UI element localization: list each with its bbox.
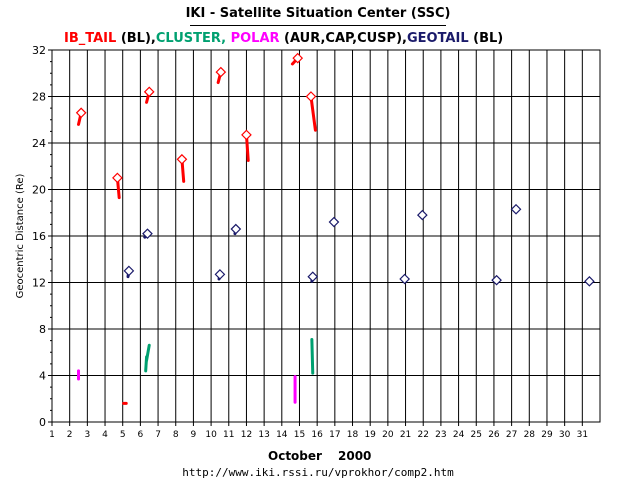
ib-tail-marker [112,172,123,184]
x-tick-label: 10 [205,430,217,440]
x-tick-label: 6 [138,430,144,440]
x-tick-label: 20 [382,430,394,440]
source-url[interactable]: http://www.iki.rssi.ru/vprokhor/comp2.ht… [182,466,454,479]
x-tick-label: 24 [453,430,465,440]
ib-tail-track [309,95,317,132]
x-tick-label: 4 [102,430,108,440]
x-tick-label: 25 [471,430,482,440]
cluster-track [144,355,149,373]
x-axis-month-label: October [268,449,322,463]
legend-item-0: IB_TAIL [64,31,117,46]
x-tick-label: 2 [67,430,73,440]
legend-item-5: GEOTAIL [406,31,469,46]
x-tick-label: 19 [364,430,376,440]
ib-tail-marker [305,91,317,102]
geotail-marker [584,275,595,287]
x-tick-label: 12 [241,430,252,440]
geotail-marker [491,274,502,286]
y-tick-label: 0 [39,416,46,429]
y-tick-label: 8 [39,323,46,336]
geotail-marker [230,223,242,235]
x-tick-label: 7 [155,430,161,440]
chart-title: IKI - Satellite Situation Center (SSC) [185,6,451,21]
y-tick-label: 32 [32,44,46,57]
ib-tail-marker [241,129,252,141]
y-axis-label: Geocentric Distance (Re) [15,173,26,298]
x-tick-label: 3 [84,430,90,440]
x-tick-label: 8 [173,430,179,440]
y-tick-label: 4 [39,370,46,383]
title-underline [190,25,446,26]
x-tick-label: 29 [541,430,553,440]
geotail-marker [307,271,319,283]
x-tick-label: 1 [49,430,55,440]
x-tick-label: 9 [191,430,197,440]
x-tick-label: 21 [400,430,411,440]
x-tick-label: 22 [417,430,428,440]
x-tick-label: 27 [506,430,517,440]
legend-item-2: CLUSTER, [155,31,227,46]
x-tick-label: 15 [294,430,305,440]
ib-tail-marker [215,66,227,78]
x-tick-label: 23 [435,430,446,440]
x-tick-label: 31 [577,430,588,440]
y-tick-label: 28 [32,91,46,104]
x-tick-label: 18 [347,430,359,440]
legend-item-1: (BL), [116,31,156,46]
geotail-marker [399,273,411,285]
legend: IB_TAIL (BL),CLUSTER, POLAR (AUR,CAP,CUS… [64,31,503,46]
cluster-track [310,337,315,375]
ib-tail-marker [143,86,155,98]
geotail-marker [214,269,226,280]
x-tick-label: 11 [223,430,234,440]
x-tick-label: 28 [524,430,536,440]
legend-item-4: (AUR,CAP,CUSP), [279,31,407,46]
ib-tail-marker [75,107,87,119]
x-tick-label: 17 [329,430,340,440]
geotail-marker [416,209,428,221]
y-tick-label: 24 [32,137,46,150]
x-tick-label: 14 [276,430,288,440]
ib-tail-marker [292,52,304,64]
x-tick-label: 13 [258,430,269,440]
legend-item-3: POLAR [226,31,280,46]
geotail-marker [142,228,153,240]
y-tick-label: 12 [32,277,46,290]
x-tick-label: 16 [311,430,323,440]
x-tick-label: 30 [559,430,571,440]
geotail-marker [510,203,522,215]
geotail-marker [123,265,135,277]
x-axis-year-label: 2000 [338,449,372,463]
geotail-marker [328,216,340,228]
ib-tail-marker [176,153,188,165]
y-tick-label: 20 [32,184,46,197]
legend-item-6: (BL) [468,31,504,46]
x-tick-label: 5 [120,430,126,440]
y-tick-label: 16 [32,230,46,243]
x-tick-label: 26 [488,430,500,440]
